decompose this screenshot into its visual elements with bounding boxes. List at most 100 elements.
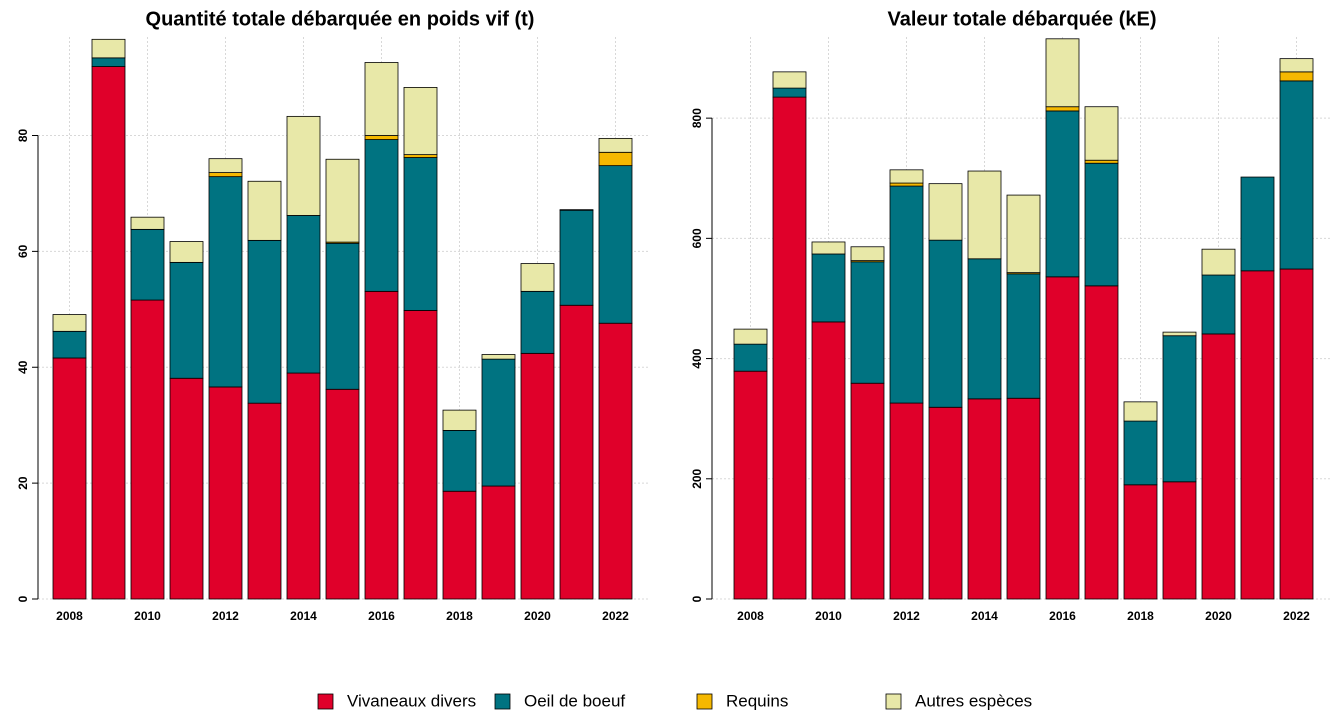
bar-segment xyxy=(91,66,126,600)
chart-title: Quantité totale débarquée en poids vif (… xyxy=(146,8,535,30)
x-tick-label: 2012 xyxy=(212,609,239,623)
bar-segment xyxy=(364,135,399,140)
x-tick-label: 2018 xyxy=(1127,609,1154,623)
bar-segment xyxy=(442,429,477,492)
bar-segment xyxy=(1162,331,1197,337)
x-tick-label: 2014 xyxy=(290,609,317,623)
bar-segment xyxy=(52,330,87,359)
bar-segment xyxy=(325,388,360,600)
bar-segment xyxy=(811,321,846,600)
bar-segment xyxy=(1045,276,1080,600)
bar-segment xyxy=(403,157,438,311)
bar-segment xyxy=(364,62,399,136)
bar-segment xyxy=(286,115,321,216)
bar-segment xyxy=(481,354,516,360)
bar-segment xyxy=(1279,268,1314,600)
bar-segment xyxy=(364,290,399,600)
bar-segment xyxy=(1201,248,1236,276)
bar-segment xyxy=(772,87,807,98)
bar-segment xyxy=(208,158,243,173)
bar-segment xyxy=(850,261,885,384)
y-tick-label: 0 xyxy=(690,595,704,602)
bar-segment xyxy=(286,372,321,600)
bar-segment xyxy=(247,180,282,241)
bar-segment xyxy=(1084,159,1119,164)
bar-segment xyxy=(1084,162,1119,287)
bar-segment xyxy=(247,239,282,404)
bar-segment xyxy=(169,241,204,263)
bar-segment xyxy=(1162,481,1197,600)
bar-segment xyxy=(130,228,165,301)
x-tick-label: 2016 xyxy=(1049,609,1076,623)
bar-segment xyxy=(733,343,768,372)
x-tick-label: 2010 xyxy=(134,609,161,623)
bar-segment xyxy=(967,258,1002,400)
y-tick-label: 200 xyxy=(690,468,704,488)
bar-segment xyxy=(1045,110,1080,278)
y-tick-label: 800 xyxy=(690,108,704,128)
bar-segment xyxy=(889,169,924,184)
bar-segment xyxy=(52,357,87,600)
bar-segment xyxy=(1045,38,1080,108)
bar-segment xyxy=(1123,484,1158,600)
bar-segment xyxy=(1279,80,1314,270)
x-tick-label: 2020 xyxy=(1205,609,1232,623)
bar-segment xyxy=(364,139,399,292)
bar-segment xyxy=(208,386,243,600)
bar-segment xyxy=(1006,397,1041,600)
bar-segment xyxy=(733,370,768,600)
bar-segment xyxy=(559,209,594,306)
bar-segment xyxy=(598,165,633,324)
bar-segment xyxy=(733,328,768,345)
x-tick-label: 2022 xyxy=(1283,609,1310,623)
legend-label: Oeil de boeuf xyxy=(524,691,625,710)
bar-segment xyxy=(889,402,924,600)
x-tick-label: 2008 xyxy=(56,609,83,623)
y-tick-label: 400 xyxy=(690,348,704,368)
bar-segment xyxy=(481,358,516,487)
bar-segment xyxy=(1045,106,1080,112)
x-tick-label: 2018 xyxy=(446,609,473,623)
bar-segment xyxy=(130,216,165,230)
y-tick-label: 80 xyxy=(16,129,30,143)
bar-segment xyxy=(850,382,885,600)
x-tick-label: 2008 xyxy=(737,609,764,623)
bar-segment xyxy=(520,263,555,292)
bar-segment xyxy=(1084,285,1119,600)
bar-segment xyxy=(1240,270,1275,600)
bar-segment xyxy=(1279,71,1314,82)
bar-segment xyxy=(403,154,438,158)
bar-segment xyxy=(325,242,360,390)
bar-segment xyxy=(928,239,963,408)
x-tick-label: 2016 xyxy=(368,609,395,623)
y-tick-label: 600 xyxy=(690,228,704,248)
bar-segment xyxy=(1240,176,1275,272)
bar-segment xyxy=(772,96,807,600)
bar-segment xyxy=(850,246,885,261)
bar-segment xyxy=(811,241,846,255)
bar-segment xyxy=(442,490,477,600)
bar-segment xyxy=(598,322,633,600)
bar-segment xyxy=(403,87,438,156)
bar-segment xyxy=(889,182,924,187)
bar-segment xyxy=(811,253,846,323)
bar-segment xyxy=(481,485,516,600)
bar-segment xyxy=(91,57,126,67)
bar-segment xyxy=(520,290,555,354)
bar-segment xyxy=(403,310,438,600)
legend-swatch xyxy=(696,693,713,710)
x-tick-label: 2022 xyxy=(602,609,629,623)
y-tick-label: 0 xyxy=(16,595,30,602)
bar-segment xyxy=(598,151,633,167)
bar-segment xyxy=(130,299,165,600)
bar-segment xyxy=(1123,420,1158,486)
y-tick-label: 60 xyxy=(16,244,30,258)
bar-segment xyxy=(1279,58,1314,73)
bar-segment xyxy=(91,38,126,59)
x-tick-label: 2010 xyxy=(815,609,842,623)
bar-segment xyxy=(520,352,555,600)
x-tick-label: 2014 xyxy=(971,609,998,623)
bar-segment xyxy=(598,137,633,153)
bar-segment xyxy=(1162,335,1197,483)
